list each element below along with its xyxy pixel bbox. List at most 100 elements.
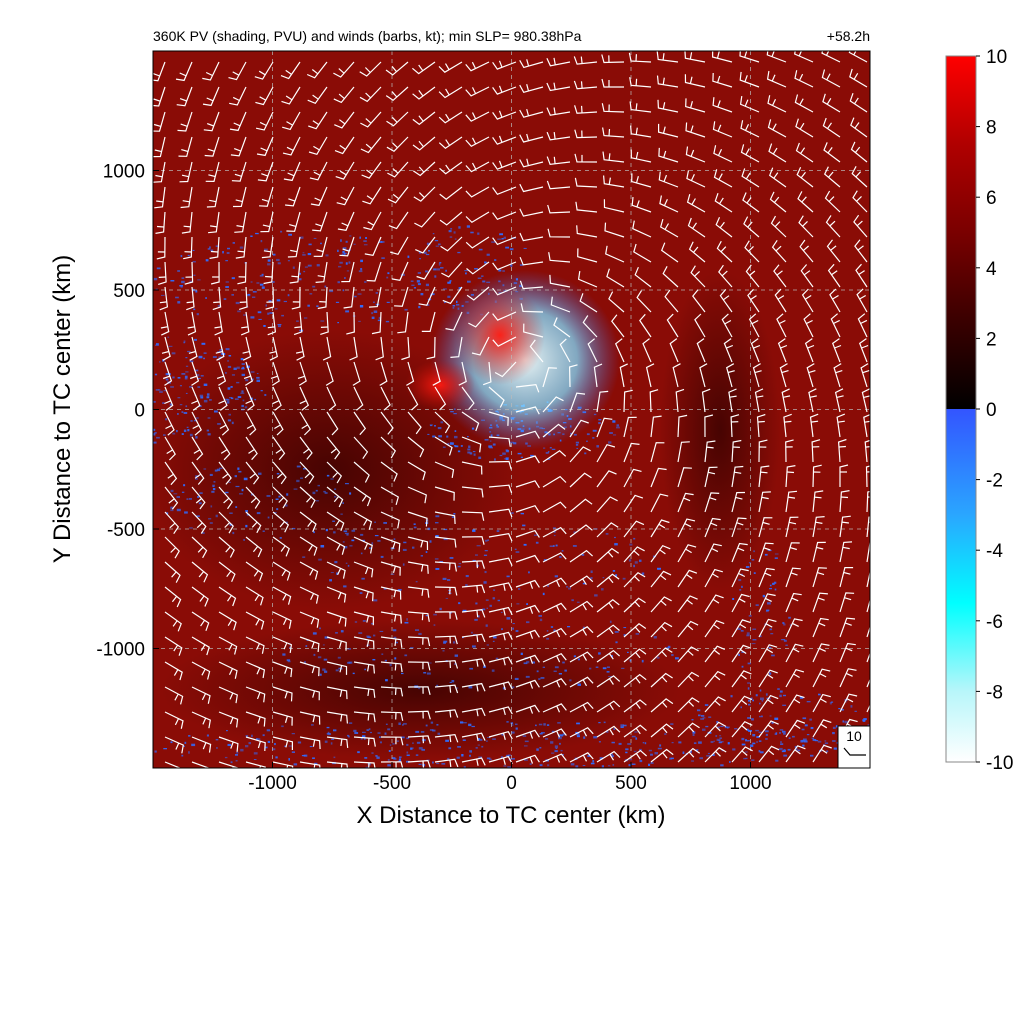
- wind-barb-shaft: [155, 211, 166, 234]
- wind-barb-shaft: [407, 611, 430, 622]
- pv-speckle: [550, 741, 554, 744]
- pv-speckle: [698, 714, 701, 717]
- wind-barb-flag: [339, 144, 346, 150]
- wind-barb-flag: [309, 568, 314, 576]
- pv-speckle: [599, 757, 604, 760]
- wind-barb-flag: [206, 123, 214, 127]
- wind-barb-flag: [270, 375, 278, 379]
- wind-barb-flag: [313, 145, 320, 151]
- pv-speckle: [194, 338, 197, 341]
- wind-barb: [515, 754, 540, 764]
- wind-barb: [190, 361, 200, 386]
- wind-barb: [542, 367, 557, 388]
- wind-barb-flag: [272, 400, 280, 405]
- wind-barb-flag: [816, 546, 824, 550]
- wind-barb-shaft: [582, 315, 598, 338]
- wind-barb-shaft: [434, 733, 459, 743]
- wind-barb-flag: [181, 149, 189, 153]
- pv-speckle: [186, 426, 189, 428]
- pv-speckle: [457, 565, 461, 568]
- pv-speckle: [462, 722, 467, 724]
- pv-speckle: [454, 238, 457, 240]
- pv-speckle: [634, 561, 638, 564]
- pv-speckle: [108, 377, 111, 379]
- wind-barb: [827, 263, 841, 288]
- wind-barb-shaft: [439, 186, 463, 200]
- wind-barb-flag: [686, 599, 693, 605]
- pv-speckle: [108, 349, 112, 351]
- pv-speckle: [360, 738, 363, 740]
- wind-barb: [542, 501, 567, 513]
- wind-barb-shaft: [851, 166, 868, 188]
- wind-barb-shaft: [299, 586, 319, 604]
- pv-speckle: [255, 738, 259, 741]
- pv-speckle: [228, 413, 231, 416]
- wind-barb-shaft: [769, 191, 787, 213]
- pv-speckle: [287, 260, 290, 262]
- wind-barb: [574, 153, 598, 163]
- pv-speckle: [586, 433, 590, 436]
- wind-barb-flag: [502, 683, 506, 691]
- pv-speckle: [217, 305, 221, 307]
- wind-barb-shaft: [492, 236, 517, 246]
- wind-barb-flag: [765, 623, 773, 628]
- pv-speckle: [101, 404, 104, 406]
- wind-barb-shaft: [596, 573, 620, 588]
- pv-speckle: [440, 421, 444, 424]
- pv-speckle: [318, 558, 322, 561]
- wind-barb-shaft: [179, 161, 193, 183]
- wind-barb-shaft: [783, 413, 792, 438]
- wind-barb-flag: [311, 641, 315, 649]
- wind-barb-flag: [634, 575, 640, 582]
- pv-speckle: [324, 670, 328, 673]
- wind-barb-flag: [608, 653, 614, 660]
- pv-speckle: [276, 258, 280, 262]
- wind-barb: [547, 204, 571, 214]
- wind-barb: [488, 508, 513, 518]
- wind-barb-flag: [526, 84, 530, 92]
- pv-speckle: [114, 355, 118, 357]
- pv-speckle: [406, 743, 409, 746]
- wind-barb: [407, 686, 431, 695]
- wind-barb-flag: [556, 630, 561, 638]
- wind-barb: [299, 486, 316, 508]
- pv-speckle: [863, 718, 867, 721]
- pv-speckle: [486, 607, 488, 609]
- wind-barb: [366, 261, 382, 282]
- pv-speckle: [460, 721, 464, 724]
- pv-speckle: [648, 763, 651, 766]
- wind-barb-flag: [871, 598, 878, 600]
- pv-speckle: [77, 384, 80, 386]
- pv-speckle: [274, 308, 278, 310]
- pv-speckle: [458, 602, 461, 605]
- wind-barb-flag: [829, 220, 836, 227]
- pv-speckle: [240, 358, 244, 361]
- pv-speckle: [795, 748, 798, 751]
- wind-barb-flag: [738, 598, 746, 603]
- pv-speckle: [234, 475, 237, 478]
- pv-speckle: [368, 728, 371, 731]
- wind-barb: [261, 236, 274, 259]
- wind-barb-shaft: [191, 486, 206, 510]
- pv-speckle: [415, 754, 419, 756]
- wind-barb-shaft: [299, 561, 319, 580]
- wind-barb: [191, 586, 209, 607]
- wind-barb: [299, 436, 313, 460]
- wind-barb: [245, 536, 263, 558]
- wind-barb: [677, 722, 700, 738]
- wind-barb-shaft: [752, 363, 761, 388]
- pv-speckle: [826, 750, 829, 753]
- wind-barb: [155, 211, 166, 234]
- wind-barb-flag: [241, 326, 249, 329]
- pv-speckle: [759, 715, 763, 718]
- pv-speckle: [163, 390, 167, 392]
- pv-speckle: [756, 741, 758, 743]
- wind-barb-flag: [259, 96, 267, 101]
- pv-speckle: [305, 645, 308, 647]
- wind-barb: [569, 446, 591, 463]
- pv-speckle: [756, 736, 760, 738]
- wind-barb-shaft: [488, 533, 513, 542]
- wind-barb-shaft: [743, 216, 760, 238]
- wind-barb-shaft: [164, 411, 175, 436]
- wind-barb-shaft: [164, 611, 182, 632]
